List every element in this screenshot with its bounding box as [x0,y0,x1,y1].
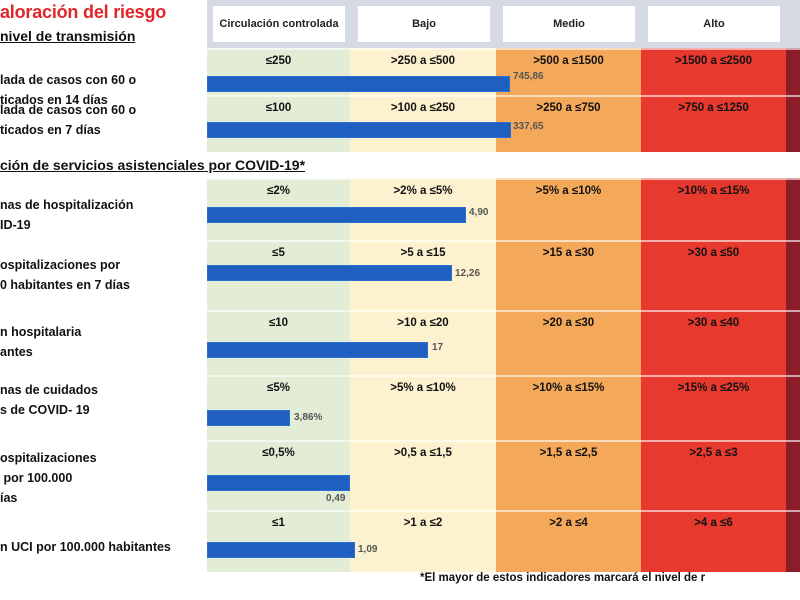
indicator-row: nas de cuidados s de COVID- 19 ≤5% >5% a ≤… [0,375,800,440]
indicator-row: n UCI por 100.000 habitantes ≤1 >1 a ≤2 >2 … [0,510,800,572]
value-bar [207,122,511,138]
value-label: 0,49 [326,493,346,504]
page-title: aloración del riesgo [0,2,167,22]
header-bajo: Bajo [358,6,490,42]
threshold-cell [786,375,800,440]
value-label: 4,90 [469,207,489,218]
threshold-cell [786,510,800,572]
threshold-cell [786,48,800,95]
value-label: 1,09 [358,544,378,555]
value-label: 17 [432,342,444,353]
header-alto: Alto [648,6,780,42]
indicator-label: n hospitalaria antes [0,325,82,359]
indicator-row: n hospitalaria antes ≤10 >10 a ≤20 >20 a ≤3… [0,310,800,375]
threshold-cell: >1 a ≤2 [350,510,496,572]
threshold-cell: >500 a ≤1500 [496,48,641,95]
value-label: 337,65 [513,121,544,132]
threshold-cell: >1,5 a ≤2,5 [496,440,641,510]
threshold-cell: ≤1 [207,510,350,572]
indicator-row: lada de casos con 60 o ticados en 14 día… [0,48,800,107]
value-bar [207,542,355,558]
indicator-label: nas de hospitalización ID-19 [0,198,134,232]
section-heading-transmission: nivel de transmisión [0,28,136,44]
threshold-cell: >15 a ≤30 [496,240,641,310]
threshold-cell [786,95,800,152]
indicator-row: ospitalizaciones por 0 habitantes en 7 d… [0,240,800,310]
threshold-cell [786,440,800,510]
threshold-cell: >15% a ≤25% [641,375,786,440]
threshold-cell: >4 a ≤6 [641,510,786,572]
threshold-cell: >5% a ≤10% [350,375,496,440]
threshold-cell: >10% a ≤15% [496,375,641,440]
threshold-cell: >1500 a ≤2500 [641,48,786,95]
indicator-row: lada de casos con 60 o ticados en 7 días… [0,95,800,152]
value-label: 12,26 [455,268,481,279]
threshold-cell: >250 a ≤750 [496,95,641,152]
threshold-cell: >30 a ≤40 [641,310,786,375]
threshold-cell: >30 a ≤50 [641,240,786,310]
indicator-row: nas de hospitalización ID-19 ≤2% >2% a ≤5%… [0,178,800,240]
indicator-label: lada de casos con 60 o ticados en 7 días [0,103,137,137]
footnote: *El mayor de estos indicadores marcará e… [420,572,706,584]
indicator-label: lada de casos con 60 o ticados en 14 día… [0,73,137,107]
threshold-cell [786,240,800,310]
threshold-cell [786,310,800,375]
value-bar [207,76,510,92]
threshold-cell: ≤5% [207,375,350,440]
value-label: 745,86 [513,71,544,82]
value-bar [207,410,290,426]
indicator-label: n UCI por 100.000 habitantes [0,540,171,554]
value-bar [207,342,428,358]
value-bar [207,265,452,281]
value-bar [207,207,466,223]
section-heading-services: ción de servicios asistenciales por COVI… [0,157,306,173]
threshold-cell: >750 a ≤1250 [641,95,786,152]
header-medio: Medio [503,6,635,42]
value-label: 3,86% [294,412,323,423]
threshold-cell: >5% a ≤10% [496,178,641,240]
indicator-label: ospitalizaciones por 0 habitantes en 7 d… [0,258,130,292]
threshold-cell: >2,5 a ≤3 [641,440,786,510]
indicator-label: ospitalizaciones por 100.000 ías [0,451,97,505]
threshold-cell [786,178,800,240]
threshold-cell: >20 a ≤30 [496,310,641,375]
value-bar [207,475,350,491]
indicator-row: ospitalizaciones por 100.000 ías ≤0,5% >0,… [0,440,800,510]
threshold-cell: >2 a ≤4 [496,510,641,572]
indicator-label: nas de cuidados s de COVID- 19 [0,383,98,417]
header-controlada: Circulación controlada [213,6,345,42]
threshold-cell: >10% a ≤15% [641,178,786,240]
threshold-cell: >0,5 a ≤1,5 [350,440,496,510]
level-header: Circulación controlada Bajo Medio Alto [207,0,800,48]
